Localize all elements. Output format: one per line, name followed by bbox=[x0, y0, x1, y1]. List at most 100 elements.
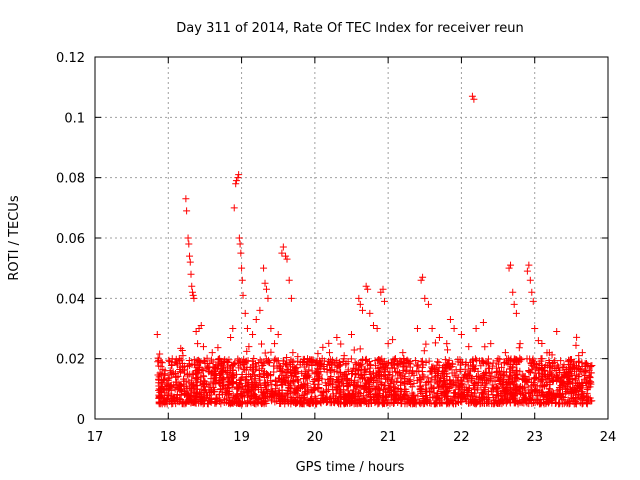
data-point bbox=[192, 399, 200, 407]
data-point bbox=[173, 378, 181, 386]
data-point bbox=[287, 393, 295, 401]
data-point bbox=[255, 376, 263, 384]
data-point bbox=[194, 340, 202, 348]
data-point bbox=[512, 309, 520, 317]
data-point bbox=[305, 366, 313, 374]
data-point bbox=[497, 375, 505, 383]
data-point bbox=[477, 362, 485, 370]
data-point bbox=[192, 375, 200, 383]
data-point bbox=[516, 340, 524, 348]
data-point bbox=[432, 400, 440, 408]
data-point bbox=[433, 380, 441, 388]
data-point bbox=[352, 360, 360, 368]
data-point bbox=[413, 325, 421, 332]
data-point bbox=[384, 385, 392, 393]
data-point bbox=[574, 364, 582, 372]
data-point bbox=[275, 364, 283, 372]
data-point bbox=[399, 349, 407, 357]
data-point bbox=[227, 334, 235, 342]
data-point bbox=[237, 389, 245, 397]
data-point bbox=[198, 380, 206, 388]
data-point bbox=[374, 378, 382, 386]
data-point bbox=[538, 355, 546, 363]
data-point bbox=[381, 400, 389, 408]
data-point bbox=[197, 373, 205, 381]
data-point bbox=[389, 372, 397, 380]
data-point bbox=[309, 358, 317, 366]
data-point bbox=[391, 355, 399, 363]
data-point bbox=[272, 376, 280, 384]
data-point bbox=[188, 282, 196, 290]
data-point bbox=[442, 363, 450, 371]
data-point bbox=[153, 331, 161, 339]
data-point bbox=[213, 394, 221, 402]
data-point bbox=[318, 355, 326, 363]
data-point bbox=[375, 384, 383, 392]
data-point bbox=[358, 375, 366, 383]
data-point bbox=[555, 363, 563, 371]
data-point bbox=[261, 279, 269, 287]
data-point bbox=[290, 366, 298, 374]
data-point bbox=[495, 392, 503, 400]
data-point bbox=[284, 366, 292, 374]
data-point bbox=[233, 379, 241, 387]
data-point bbox=[220, 381, 228, 389]
data-point bbox=[314, 376, 322, 384]
data-point bbox=[294, 383, 302, 391]
data-point bbox=[396, 360, 404, 368]
data-point bbox=[468, 357, 476, 365]
data-point bbox=[384, 340, 392, 348]
data-point bbox=[446, 315, 454, 323]
data-point bbox=[406, 358, 414, 366]
data-point bbox=[391, 364, 399, 372]
data-point bbox=[292, 399, 300, 407]
data-point bbox=[237, 391, 245, 399]
data-point bbox=[458, 393, 466, 401]
data-point bbox=[370, 369, 378, 377]
x-tick-label: 21 bbox=[380, 430, 397, 445]
data-point bbox=[588, 362, 596, 370]
data-point bbox=[193, 370, 201, 378]
data-point bbox=[366, 309, 374, 317]
data-point bbox=[380, 297, 388, 305]
data-point bbox=[570, 362, 578, 370]
data-point bbox=[243, 386, 251, 394]
data-point bbox=[273, 381, 281, 389]
data-point bbox=[556, 378, 564, 386]
data-point bbox=[417, 358, 425, 366]
data-point bbox=[488, 384, 496, 392]
data-point bbox=[422, 381, 430, 389]
data-point bbox=[465, 385, 473, 393]
data-point bbox=[363, 377, 371, 385]
data-point bbox=[291, 364, 299, 372]
data-point bbox=[249, 379, 257, 387]
data-point bbox=[189, 291, 197, 299]
data-point bbox=[277, 367, 285, 375]
data-point bbox=[330, 398, 338, 406]
data-point bbox=[413, 361, 421, 369]
data-point bbox=[167, 362, 175, 370]
data-point bbox=[292, 373, 300, 381]
data-point bbox=[425, 357, 433, 365]
data-point bbox=[428, 363, 436, 371]
data-point bbox=[158, 399, 166, 407]
data-point bbox=[419, 361, 427, 369]
data-point bbox=[308, 398, 316, 406]
data-point bbox=[373, 325, 381, 332]
data-point bbox=[274, 395, 282, 403]
data-point bbox=[433, 372, 441, 380]
data-point bbox=[548, 372, 556, 380]
data-point bbox=[366, 370, 374, 378]
data-point bbox=[191, 391, 199, 399]
data-point bbox=[518, 399, 526, 407]
data-point bbox=[533, 364, 541, 372]
data-point bbox=[484, 364, 492, 372]
data-point bbox=[261, 349, 269, 357]
data-point bbox=[270, 368, 278, 376]
data-point bbox=[256, 306, 264, 314]
data-point bbox=[299, 355, 307, 363]
data-point bbox=[428, 325, 436, 332]
data-point bbox=[493, 383, 501, 391]
data-point bbox=[401, 375, 409, 383]
